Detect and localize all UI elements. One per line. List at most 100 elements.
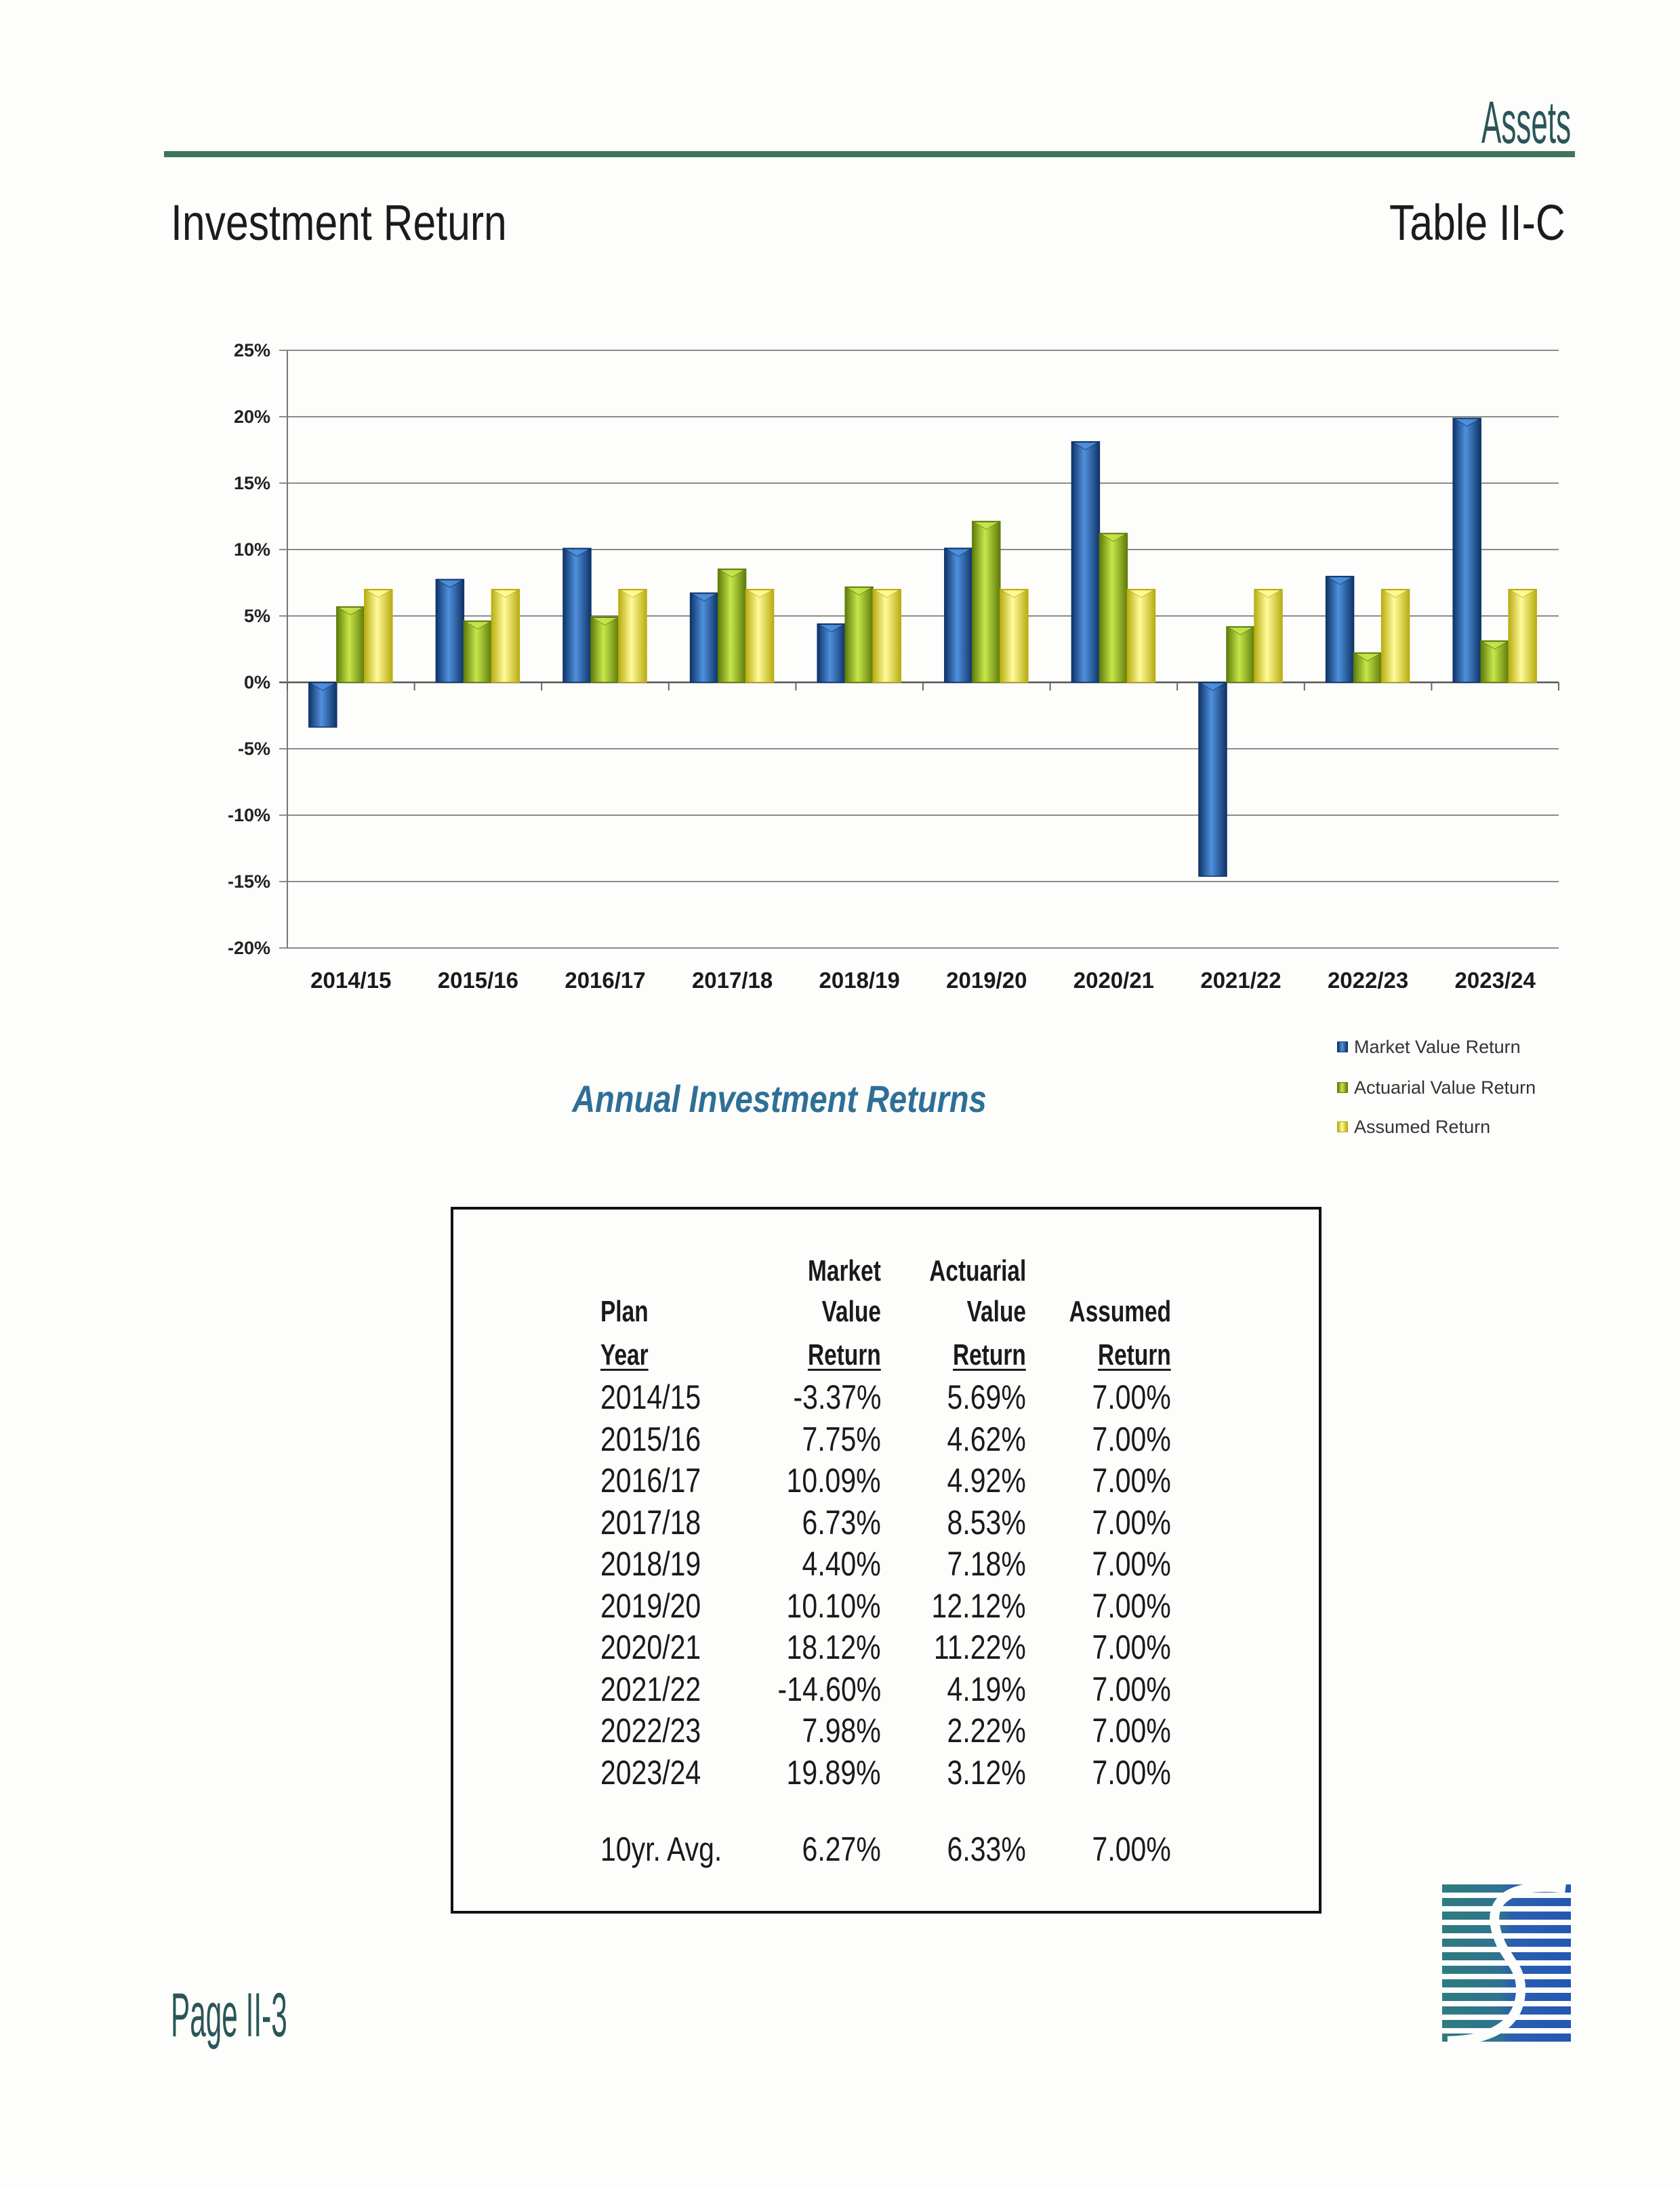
assumed-return-cell: 7.00% xyxy=(1092,1628,1171,1666)
bar-bevel xyxy=(1509,590,1536,598)
bar-actuarial-value-return-2020-21 xyxy=(1099,533,1128,683)
bar-actuarial-value-return-2018-19 xyxy=(844,586,874,683)
y-tick-label: 0% xyxy=(244,672,270,693)
header-rule xyxy=(164,151,1575,157)
market-value-return-header: Return xyxy=(808,1338,881,1371)
bar-bevel xyxy=(1326,577,1354,585)
table-row: 2021/22 -14.60% 4.19% 7.00% xyxy=(453,1669,1319,1710)
bar-bevel xyxy=(1199,682,1227,691)
actuarial-value-return-header: Return xyxy=(953,1338,1026,1371)
x-tick-label: 2015/16 xyxy=(438,968,518,993)
market-value-return-cell: 19.89% xyxy=(786,1753,881,1792)
actuarial-value-return-cell: 3.12% xyxy=(947,1753,1026,1792)
x-tick-label: 2017/18 xyxy=(692,968,773,993)
bar-market-value-return-2021-22 xyxy=(1198,682,1227,877)
plan-year-cell: 2016/17 xyxy=(600,1462,701,1500)
y-tick-label: 15% xyxy=(234,473,270,493)
plan-year-cell: 2015/16 xyxy=(600,1420,701,1458)
bar-bevel xyxy=(365,590,392,598)
plan-year-cell: 2021/22 xyxy=(600,1670,701,1708)
assumed-return-cell: 7.00% xyxy=(1092,1545,1171,1583)
bar-bevel xyxy=(1481,641,1509,650)
bar-assumed-return-2018-19 xyxy=(872,589,901,683)
bar-market-value-return-2022-23 xyxy=(1325,575,1355,683)
bar-bevel xyxy=(691,593,718,602)
y-tick-label: 20% xyxy=(234,407,270,427)
market-value-return-header: Value xyxy=(821,1295,881,1328)
bar-bevel xyxy=(1254,590,1282,598)
x-tick-label: 2022/23 xyxy=(1328,968,1408,993)
section-title: Assets xyxy=(1481,89,1571,156)
legend-swatch-actuarial xyxy=(1337,1082,1348,1093)
page-title: Investment Return xyxy=(171,194,507,251)
table-row: 2019/20 10.10% 12.12% 7.00% xyxy=(453,1586,1319,1626)
company-logo xyxy=(1442,1883,1571,2046)
bar-market-value-return-2019-20 xyxy=(944,548,973,683)
bar-market-value-return-2018-19 xyxy=(817,623,846,683)
y-tick-label: -20% xyxy=(228,938,270,958)
legend-label: Assumed Return xyxy=(1354,1117,1491,1137)
x-tick-label: 2016/17 xyxy=(565,968,645,993)
table-header-row: Market Actuarial xyxy=(453,1251,1319,1292)
bar-bevel xyxy=(1382,590,1410,598)
bar-bevel xyxy=(491,590,519,598)
x-tick-label: 2021/22 xyxy=(1200,968,1281,993)
legend-label: Market Value Return xyxy=(1354,1037,1521,1057)
table-row: 2022/23 7.98% 2.22% 7.00% xyxy=(453,1710,1319,1751)
bar-bevel xyxy=(1000,590,1028,598)
bar-assumed-return-2022-23 xyxy=(1380,589,1410,683)
actuarial-value-return-cell: 7.18% xyxy=(947,1545,1026,1583)
bar-bevel xyxy=(972,522,1000,530)
table-row: 2020/21 18.12% 11.22% 7.00% xyxy=(453,1627,1319,1668)
legend-label: Actuarial Value Return xyxy=(1354,1077,1536,1098)
bar-bevel xyxy=(1071,442,1099,451)
y-tick-label: -10% xyxy=(228,805,270,825)
bar-actuarial-value-return-2014-15 xyxy=(336,606,365,683)
x-tick-label: 2019/20 xyxy=(946,968,1027,993)
assumed-return-cell: 7.00% xyxy=(1092,1586,1171,1625)
plan-year-cell: 2022/23 xyxy=(600,1712,701,1750)
assumed-return-average: 7.00% xyxy=(1092,1830,1171,1868)
bar-assumed-return-2019-20 xyxy=(1000,589,1029,683)
market-value-return-cell: 7.75% xyxy=(802,1420,881,1458)
bar-bevel xyxy=(1127,590,1155,598)
bar-assumed-return-2014-15 xyxy=(364,589,393,683)
assumed-return-cell: 7.00% xyxy=(1092,1462,1171,1500)
market-value-return-cell: 18.12% xyxy=(786,1628,881,1666)
bar-bevel xyxy=(945,548,972,557)
legend-item-actuarial-value-return: Actuarial Value Return xyxy=(1337,1075,1622,1100)
legend-item-market-value-return: Market Value Return xyxy=(1337,1035,1622,1059)
table-header-row: Year Return Return Return xyxy=(453,1335,1319,1376)
table-row: 2017/18 6.73% 8.53% 7.00% xyxy=(453,1502,1319,1543)
bar-market-value-return-2015-16 xyxy=(435,579,465,683)
bar-actuarial-value-return-2015-16 xyxy=(463,620,493,683)
market-value-return-cell: 7.98% xyxy=(802,1712,881,1750)
logo-s-curve xyxy=(1447,1883,1566,2046)
bar-bevel xyxy=(746,590,774,598)
assumed-return-header: Return xyxy=(1098,1338,1171,1371)
table-row: 2015/16 7.75% 4.62% 7.00% xyxy=(453,1419,1319,1460)
actuarial-value-return-cell: 5.69% xyxy=(947,1378,1026,1416)
table-average-row: 10yr. Avg. 6.27% 6.33% 7.00% xyxy=(453,1829,1319,1870)
bar-actuarial-value-return-2019-20 xyxy=(972,520,1001,683)
plan-year-average: 10yr. Avg. xyxy=(600,1830,722,1868)
page-number: Page II-3 xyxy=(171,1981,287,2050)
actuarial-value-return-cell: 4.92% xyxy=(947,1462,1026,1500)
plan-year-cell: 2019/20 xyxy=(600,1586,701,1625)
y-tick-label: -5% xyxy=(238,739,270,759)
bar-bevel xyxy=(464,621,491,629)
bar-bevel xyxy=(436,579,464,588)
assumed-return-cell: 7.00% xyxy=(1092,1670,1171,1708)
plan-year-cell: 2014/15 xyxy=(600,1378,701,1416)
assumed-return-cell: 7.00% xyxy=(1092,1753,1171,1792)
table-row: 2016/17 10.09% 4.92% 7.00% xyxy=(453,1460,1319,1501)
bar-market-value-return-2017-18 xyxy=(689,592,719,683)
y-tick-label: 25% xyxy=(234,340,270,360)
bar-assumed-return-2015-16 xyxy=(491,589,520,683)
bar-assumed-return-2023-24 xyxy=(1508,589,1537,683)
bar-assumed-return-2020-21 xyxy=(1126,589,1156,683)
y-tick-label: 5% xyxy=(244,606,270,626)
actuarial-value-return-cell: 12.12% xyxy=(931,1586,1026,1625)
assumed-return-header: Assumed xyxy=(1069,1295,1171,1328)
